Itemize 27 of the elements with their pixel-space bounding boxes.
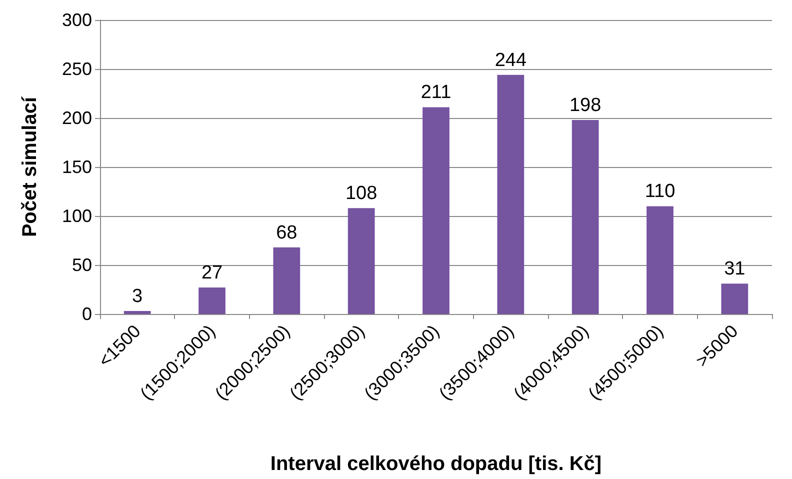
y-axis-title: Počet simulací <box>19 96 41 238</box>
y-tick-label: 100 <box>62 206 92 226</box>
data-label: 31 <box>724 258 746 280</box>
y-tick-label: 150 <box>62 157 92 177</box>
data-label: 68 <box>276 222 298 244</box>
y-tick-label: 50 <box>72 255 92 275</box>
bar <box>422 107 450 314</box>
data-label: 211 <box>420 82 452 104</box>
y-tick-label: 300 <box>62 10 92 30</box>
x-axis-title: Interval celkového dopadu [tis. Kč] <box>270 453 602 475</box>
bar <box>198 288 226 314</box>
data-label: 3 <box>132 286 143 308</box>
bar <box>646 206 674 314</box>
data-label: 108 <box>345 183 378 204</box>
data-label: 27 <box>201 262 223 284</box>
bar <box>721 284 748 314</box>
bar <box>124 311 151 314</box>
bar <box>572 120 599 314</box>
data-label: 244 <box>494 50 527 71</box>
bar <box>273 247 300 314</box>
y-tick-label: 200 <box>62 108 92 128</box>
data-label: 198 <box>569 94 602 116</box>
y-tick-label: 250 <box>62 59 92 79</box>
y-tick-label: 0 <box>82 304 92 324</box>
data-label: 110 <box>644 181 676 202</box>
bar <box>497 74 524 314</box>
bar <box>348 208 375 314</box>
